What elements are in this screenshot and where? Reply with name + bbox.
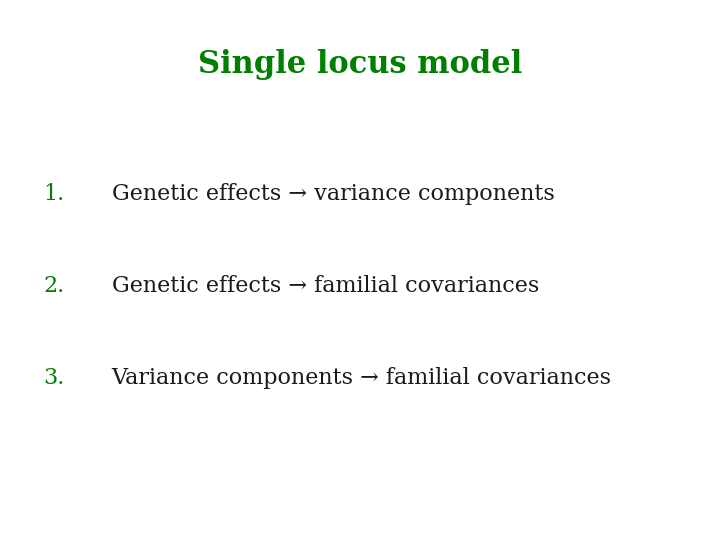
Text: Genetic effects → variance components: Genetic effects → variance components xyxy=(112,184,554,205)
Text: 3.: 3. xyxy=(43,367,65,389)
Text: Genetic effects → familial covariances: Genetic effects → familial covariances xyxy=(112,275,539,297)
Text: 2.: 2. xyxy=(43,275,65,297)
Text: Single locus model: Single locus model xyxy=(198,49,522,80)
Text: Variance components → familial covariances: Variance components → familial covarianc… xyxy=(112,367,611,389)
Text: 1.: 1. xyxy=(43,184,65,205)
